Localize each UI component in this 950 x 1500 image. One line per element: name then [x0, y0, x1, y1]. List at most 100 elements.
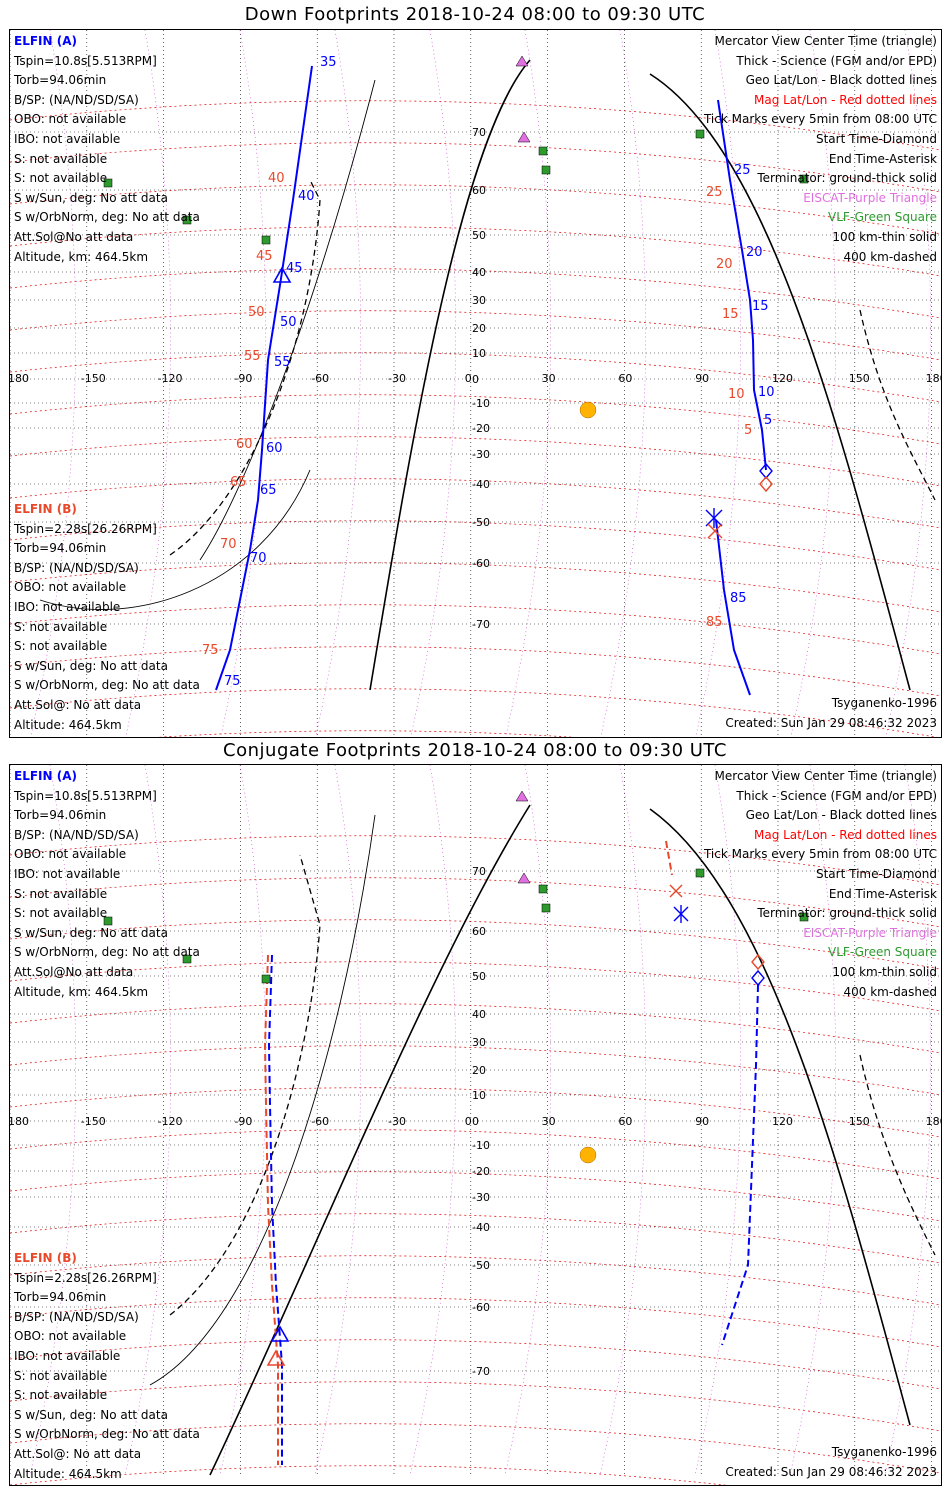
lon-label: -90 [234, 1115, 252, 1128]
mag-lat-line [10, 877, 941, 928]
lat-label: -30 [472, 448, 490, 461]
lon-label: -60 [311, 372, 329, 385]
lon-label: 180 [926, 372, 941, 385]
track-a2-label: 15 [752, 299, 769, 314]
mag-lat-line [10, 646, 941, 697]
info-line: S w/Sun, deg: No att data [14, 190, 168, 205]
lat-label: -40 [472, 1221, 490, 1234]
info-line: IBO: not available [14, 599, 121, 614]
terminator-curve-right [649, 808, 911, 1426]
elfin-a-name: ELFIN (A) [14, 769, 77, 783]
vlf-square [538, 884, 548, 894]
info-line: S w/OrbNorm, deg: No att data [14, 210, 200, 225]
lat-label: 60 [472, 925, 486, 938]
mag-lon-line [504, 765, 551, 1476]
vlf-square [538, 146, 548, 156]
info-line: Torb=94.06min [14, 808, 107, 823]
info-line: Att.Sol@No att data [14, 229, 134, 244]
start-diamond-b [759, 475, 773, 493]
info-line: B/SP: (NA/ND/SD/SA) [14, 92, 139, 107]
elfin-a-track [215, 65, 313, 691]
elfin-b-info: ELFIN (B) Tspin=2.28s[26.26RPM] Torb=94.0… [14, 500, 200, 735]
vlf-square [182, 215, 192, 225]
mag-lat-line [10, 478, 941, 529]
mag-lon-line [884, 765, 931, 1476]
info-line: S: not available [14, 886, 108, 901]
mag-lat-line [10, 1339, 941, 1390]
lon-label: -30 [388, 372, 406, 385]
info-line: B/SP: (NA/ND/SD/SA) [14, 1309, 139, 1324]
info-line: S w/Sun, deg: No att data [14, 1407, 168, 1422]
info-line: S: not available [14, 151, 108, 166]
lat-label: 30 [472, 1036, 486, 1049]
lat-label: -60 [472, 557, 490, 570]
end-asterisk-b [669, 884, 683, 898]
track-b-label: 50 [248, 305, 265, 320]
lon-label: -60 [311, 1115, 329, 1128]
track-a-label: 35 [320, 55, 337, 70]
lon-label: 0 [465, 372, 472, 385]
info-line: S w/OrbNorm, deg: No att data [14, 1427, 200, 1442]
info-line: OBO: not available [14, 580, 127, 595]
100km-curve-lower [39, 469, 311, 610]
lon-label: -180 [10, 372, 29, 385]
track-a-label: 60 [266, 441, 283, 456]
legend-item: Thick - Science (FGM and/or EPD) [736, 788, 937, 803]
panel-1-map: -180-150-120-90-60-300306090120150180 70… [9, 29, 942, 738]
legend-item: 100 km-thin solid [832, 229, 937, 244]
elfin-a-lines: Tspin=10.8s[5.513RPM] Torb=94.06min B/SP: … [14, 52, 200, 268]
info-line: IBO: not available [14, 131, 121, 146]
lat-label: 70 [472, 126, 486, 139]
mag-lat-line [10, 1297, 941, 1348]
lat-label: 20 [472, 1064, 486, 1077]
mag-lat-line [10, 604, 941, 655]
track-b-label: 60 [236, 437, 253, 452]
info-line: S: not available [14, 1368, 108, 1383]
info-line: S: not available [14, 639, 108, 654]
vlf-square [182, 954, 192, 964]
legend-item: EISCAT-Purple Triangle [803, 190, 937, 205]
start-diamond [751, 969, 765, 987]
mag-lon-line [409, 765, 456, 1476]
lat-label: -30 [472, 1191, 490, 1204]
lon-label: 120 [772, 372, 793, 385]
info-line: S: not available [14, 171, 108, 186]
vlf-square [541, 165, 551, 175]
info-line: S: not available [14, 906, 108, 921]
info-line: OBO: not available [14, 1329, 127, 1344]
terminator-curve [209, 804, 531, 1476]
mag-lon-line [410, 30, 456, 737]
lat-label: 70 [472, 865, 486, 878]
mag-lat-line [10, 1171, 941, 1222]
legend-item: Tick Marks every 5min from 08:00 UTC [703, 112, 937, 127]
legend-item: 400 km-dashed [843, 249, 937, 264]
panel-1-title: Down Footprints 2018-10-24 08:00 to 09:3… [244, 4, 706, 25]
mag-lat-line [10, 100, 941, 151]
start-diamond-b [751, 953, 765, 971]
info-line: S: not available [14, 1388, 108, 1403]
lon-label: 150 [849, 1115, 870, 1128]
info-line: Tspin=2.28s[26.26RPM] [14, 521, 157, 536]
mag-lon-line [220, 30, 266, 737]
elfin-a-track-2 [717, 99, 767, 471]
info-line: Torb=94.06min [14, 541, 107, 556]
track-a-label: 45 [286, 261, 303, 276]
mag-lat-line [10, 688, 938, 737]
sun-marker [579, 401, 597, 419]
mag-lon-line [694, 765, 741, 1476]
elfin-b-name: ELFIN (B) [14, 502, 77, 516]
legend: Mercator View Center Time (triangle) Thic… [704, 32, 937, 267]
elfin-a-lines: Tspin=10.8s[5.513RPM] Torb=94.06min B/SP: … [14, 787, 200, 1003]
panel-2-title: Conjugate Footprints 2018-10-24 08:00 to… [223, 740, 727, 761]
track-a-label: 70 [250, 551, 267, 566]
created-stamp: Created: Sun Jan 29 08:46:32 2023 [725, 716, 937, 730]
mag-lat-line [10, 436, 941, 487]
info-line: Tspin=2.28s[26.26RPM] [14, 1270, 157, 1285]
lat-label: -70 [472, 1365, 490, 1378]
vlf-square [799, 174, 809, 184]
info-line: S w/Sun, deg: No att data [14, 658, 168, 673]
legend-item: VLF-Green Square [828, 945, 937, 960]
eiscat-triangle [515, 790, 529, 802]
elfin-b-lines: Tspin=2.28s[26.26RPM] Torb=94.06min B/SP: … [14, 1269, 200, 1485]
legend-item: Tick Marks every 5min from 08:00 UTC [703, 847, 937, 862]
